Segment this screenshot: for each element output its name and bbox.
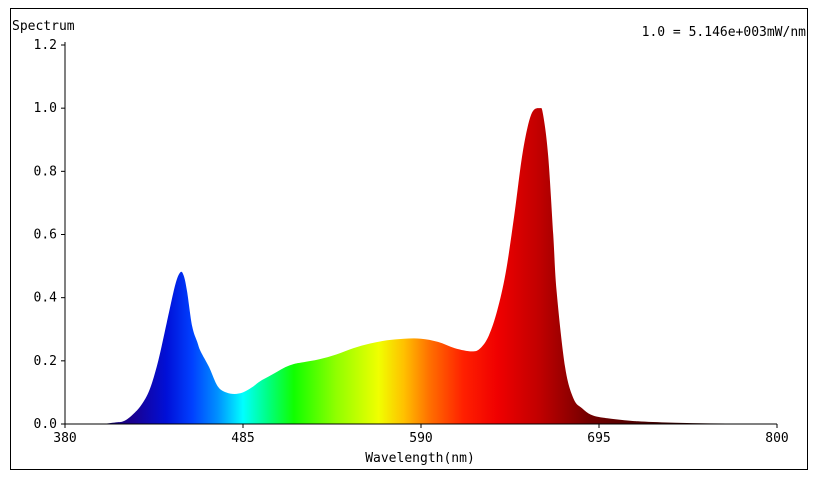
x-tick-label: 590 xyxy=(409,431,432,446)
y-tick-label: 1.2 xyxy=(34,38,57,53)
y-tick-label: 1.0 xyxy=(34,101,57,116)
y-tick-label: 0.2 xyxy=(34,354,57,369)
y-axis-ticks: 0.0 0.2 0.4 0.6 0.8 1.0 1.2 xyxy=(34,38,65,432)
x-axis-label: Wavelength(nm) xyxy=(365,451,475,466)
y-tick-label: 0.4 xyxy=(34,291,58,306)
y-tick-label: 0.0 xyxy=(34,417,57,432)
x-tick-label: 695 xyxy=(587,431,610,446)
x-tick-label: 485 xyxy=(231,431,254,446)
y-tick-label: 0.6 xyxy=(34,228,57,243)
chart-title: Spectrum xyxy=(12,19,75,34)
spectrum-area xyxy=(65,108,777,425)
scale-annotation: 1.0 = 5.146e+003mW/nm xyxy=(642,25,807,40)
x-axis-ticks: 380 485 590 695 800 xyxy=(53,424,789,446)
x-tick-label: 380 xyxy=(53,431,76,446)
y-tick-label: 0.8 xyxy=(34,164,57,179)
x-tick-label: 800 xyxy=(765,431,788,446)
